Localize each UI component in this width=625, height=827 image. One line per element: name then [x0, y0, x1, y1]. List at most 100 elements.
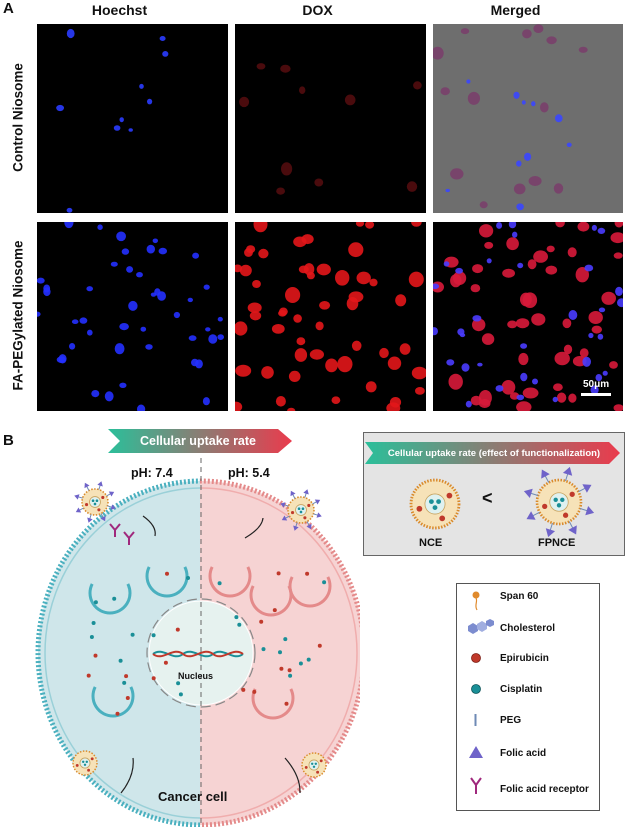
cell-spot [466, 79, 471, 84]
cell-spot [56, 104, 64, 112]
drug-particle [317, 643, 322, 648]
cell-spot [518, 352, 529, 366]
cell-spot [516, 394, 525, 401]
cell-spot [314, 178, 324, 187]
cell-spot [126, 266, 134, 273]
drug-particle [175, 627, 180, 632]
cell-spot [486, 258, 492, 264]
cell-spot [348, 291, 364, 303]
cell-spot [128, 128, 133, 132]
legend-label-folic-acid-receptor: Folic acid receptor [500, 784, 589, 795]
cell-spot [601, 291, 616, 305]
epirubicin-icon [471, 653, 481, 663]
drug-particle [241, 687, 246, 692]
cell-spot [202, 397, 210, 406]
drug-particle [118, 658, 123, 663]
cell-spot [387, 356, 402, 370]
cell-spot [348, 242, 364, 258]
cell-spot [533, 250, 548, 263]
cell-spot [554, 351, 570, 366]
span60-icon [472, 591, 480, 611]
micrograph-fa-hoechst [37, 222, 228, 411]
drug-particle [176, 681, 181, 686]
scale-bar [581, 393, 611, 396]
cell-spot [58, 354, 67, 364]
scale-bar-label: 50μm [583, 379, 610, 390]
drug-particle [165, 571, 169, 576]
cell-spot [66, 207, 73, 213]
cell-spot [69, 343, 76, 350]
comparison-symbol: < [482, 488, 493, 508]
cell-spot [119, 323, 129, 331]
cell-spot [614, 222, 623, 228]
row-header-control-niosome: Control Niosome [10, 63, 26, 172]
cell-spot [555, 222, 565, 228]
cell-spot [455, 267, 463, 274]
cell-spot [158, 247, 167, 255]
cell-spot [356, 271, 371, 285]
cell-spot [609, 361, 618, 369]
micrograph-control-dox [235, 24, 426, 213]
cell-spot [508, 222, 517, 229]
cell-spot [173, 311, 180, 319]
cell-spot [506, 237, 519, 251]
cell-spot [445, 188, 450, 193]
cell-spot [568, 310, 578, 320]
cell-spot [152, 238, 158, 244]
fpnce-niosome [523, 466, 595, 538]
cell-spot [86, 286, 93, 292]
cell-spot [247, 302, 262, 313]
cell-spot [597, 227, 606, 234]
niosome-bottom-right [301, 752, 327, 778]
cell-spot [481, 333, 495, 345]
cell-spot [37, 277, 45, 284]
cell-spot [563, 344, 573, 355]
cell-spot [104, 391, 114, 402]
micrograph-fa-merged: 50μm [433, 222, 623, 411]
cell-spot [517, 262, 524, 269]
cell-spot [472, 315, 482, 322]
nce-niosome [409, 478, 461, 530]
cell-spot [294, 348, 308, 362]
endosome-right-4 [251, 688, 295, 720]
cell-spot [567, 247, 577, 258]
cell-spot [258, 248, 269, 259]
cell-spot [128, 300, 138, 311]
cell-spot [399, 343, 411, 355]
cell-spot [545, 265, 558, 275]
cell-spot [205, 327, 211, 332]
cholesterol-icon [468, 619, 494, 634]
micrograph-fa-dox [235, 222, 426, 411]
cell-spot [520, 292, 532, 307]
cell-spot [281, 162, 293, 176]
cell-spot [406, 181, 418, 192]
nucleus [146, 598, 256, 708]
cell-spot [448, 373, 463, 390]
peg-icon [474, 714, 477, 726]
functionalization-banner-text: Cellular uptake rate (effect of function… [387, 447, 601, 459]
cell-spot [316, 263, 331, 276]
cell-spot [296, 337, 306, 346]
cell-spot [501, 380, 516, 395]
cell-spot [217, 316, 223, 322]
cell-spot [64, 222, 74, 229]
cell-spot [540, 102, 549, 113]
fpnce-icon [523, 466, 595, 538]
cell-spot [507, 320, 518, 329]
cell-spot [465, 400, 472, 408]
cell-spot [513, 91, 520, 99]
legend-label-peg: PEG [500, 715, 522, 726]
cell-spot [121, 248, 130, 255]
drug-particle [237, 622, 242, 627]
cell-spot [531, 101, 536, 107]
cell-spot [553, 183, 564, 194]
cell-spot [479, 201, 488, 209]
cell-spot [275, 396, 286, 407]
cell-spot [470, 395, 482, 406]
cell-spot [114, 343, 125, 355]
legend-icons [468, 591, 494, 794]
cell-spot [472, 318, 486, 332]
drug-particle [178, 692, 183, 697]
cell-spot [578, 46, 588, 53]
drug-particle [130, 632, 135, 637]
